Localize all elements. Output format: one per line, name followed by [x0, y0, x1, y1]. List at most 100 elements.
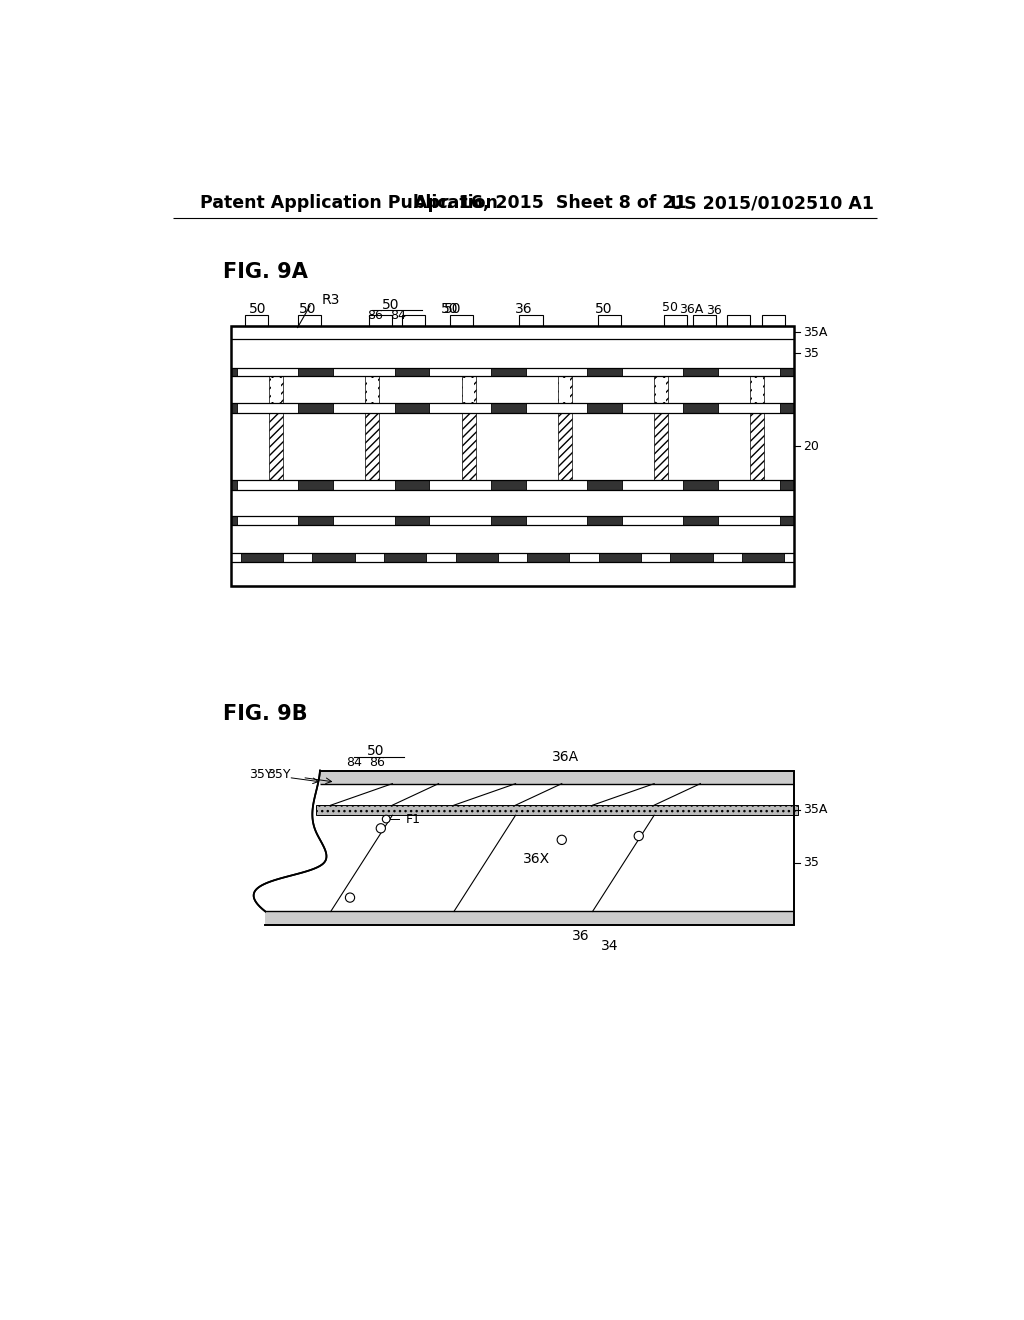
Bar [230, 339, 795, 368]
Text: 35A: 35A [804, 804, 828, 816]
Bar [245, 315, 267, 326]
Text: Apr. 16, 2015  Sheet 8 of 21: Apr. 16, 2015 Sheet 8 of 21 [414, 194, 686, 213]
Bar [230, 404, 795, 412]
Bar [622, 404, 683, 412]
Bar [599, 553, 641, 562]
Text: 35: 35 [804, 857, 819, 870]
Text: 50: 50 [382, 298, 399, 312]
Text: 86: 86 [369, 755, 385, 768]
Bar [598, 315, 621, 326]
Circle shape [557, 836, 566, 845]
Text: 50: 50 [441, 302, 459, 317]
Text: 36: 36 [572, 929, 590, 942]
Bar [559, 378, 570, 401]
Bar [527, 553, 569, 562]
Polygon shape [265, 784, 795, 911]
Bar [370, 315, 392, 326]
Bar [558, 412, 571, 480]
Bar [654, 412, 668, 480]
Text: 35: 35 [803, 347, 818, 360]
Bar [718, 480, 779, 490]
Bar [718, 404, 779, 412]
Circle shape [634, 832, 643, 841]
Bar [451, 315, 473, 326]
Bar [525, 368, 587, 376]
Text: 84: 84 [390, 309, 407, 322]
Bar [237, 368, 298, 376]
Text: 35Y: 35Y [267, 768, 291, 781]
Text: 50: 50 [367, 743, 384, 758]
Bar [333, 404, 394, 412]
Text: 50: 50 [249, 302, 266, 317]
Bar [456, 553, 498, 562]
Text: 50: 50 [662, 301, 678, 314]
Bar [237, 516, 298, 525]
Bar [230, 326, 795, 586]
Text: 35A: 35A [803, 326, 827, 339]
Bar [230, 516, 795, 525]
Bar [230, 376, 795, 404]
Polygon shape [265, 911, 795, 924]
Bar [727, 315, 751, 326]
Bar [270, 378, 282, 401]
Bar [718, 516, 779, 525]
Text: 50: 50 [595, 302, 612, 317]
Bar [333, 516, 394, 525]
Bar [241, 553, 283, 562]
Text: 86: 86 [368, 309, 383, 322]
Polygon shape [319, 771, 795, 784]
Circle shape [376, 824, 385, 833]
Bar [558, 376, 571, 404]
Bar [622, 480, 683, 490]
Bar [366, 376, 379, 404]
Bar [298, 315, 321, 326]
Bar [366, 412, 379, 480]
Bar [429, 368, 490, 376]
Bar [230, 525, 795, 553]
Bar [519, 315, 543, 326]
Bar [762, 315, 785, 326]
Bar [622, 368, 683, 376]
Bar [525, 404, 587, 412]
Text: 36X: 36X [523, 853, 550, 866]
Bar [429, 480, 490, 490]
Text: R3: R3 [322, 293, 340, 308]
Text: 84: 84 [346, 755, 361, 768]
Bar [751, 376, 764, 404]
Bar [401, 315, 425, 326]
Text: 34: 34 [601, 939, 618, 953]
Bar [333, 368, 394, 376]
Bar [230, 368, 795, 376]
Text: 50: 50 [299, 302, 316, 317]
Bar [269, 376, 283, 404]
Circle shape [382, 816, 390, 822]
Text: 36A: 36A [552, 750, 580, 764]
Bar [654, 376, 668, 404]
Bar [525, 480, 587, 490]
Text: 36A: 36A [679, 302, 703, 315]
Bar [742, 553, 784, 562]
Bar [237, 480, 298, 490]
Bar [655, 378, 667, 401]
Text: 36: 36 [514, 302, 532, 317]
Text: Patent Application Publication: Patent Application Publication [200, 194, 498, 213]
Bar [622, 516, 683, 525]
Bar [312, 553, 354, 562]
Bar [463, 378, 474, 401]
Bar [718, 368, 779, 376]
Bar [384, 553, 426, 562]
Bar [230, 326, 795, 339]
Text: 36: 36 [707, 305, 722, 317]
Bar [525, 516, 587, 525]
Bar [429, 404, 490, 412]
Bar [230, 490, 795, 516]
Bar [316, 805, 798, 816]
Bar [752, 378, 763, 401]
Bar [230, 412, 795, 480]
Text: 50: 50 [443, 302, 461, 317]
Bar [429, 516, 490, 525]
Text: FIG. 9B: FIG. 9B [223, 705, 307, 725]
Text: 35Y: 35Y [249, 768, 272, 781]
Bar [671, 553, 713, 562]
Bar [665, 315, 687, 326]
